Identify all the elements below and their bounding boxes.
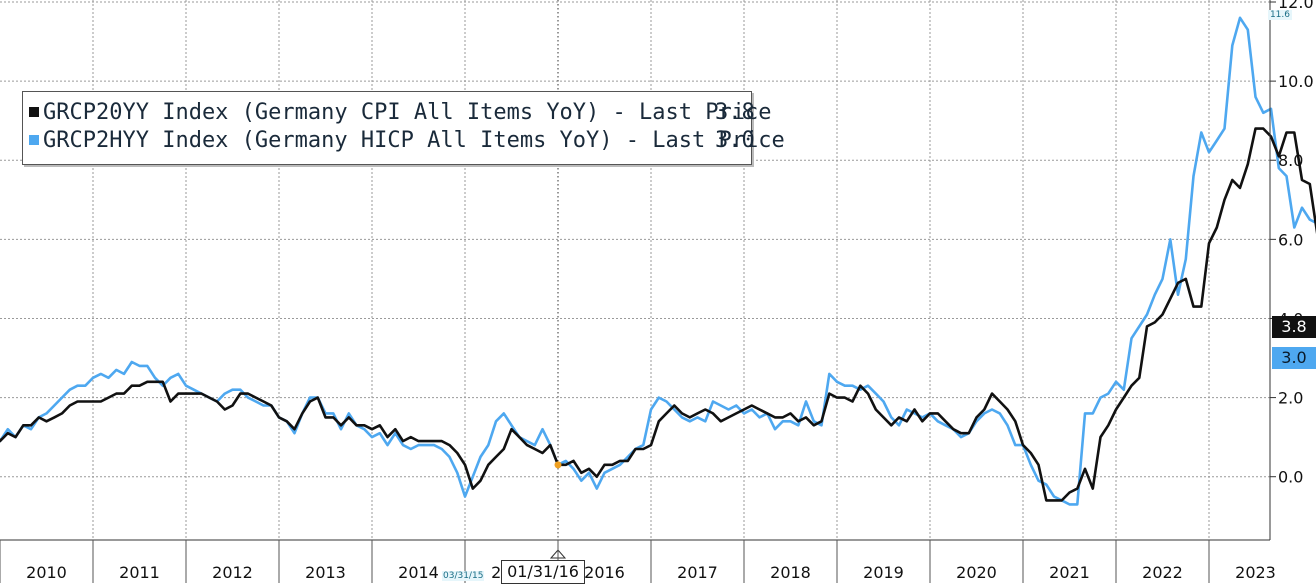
legend: GRCP20YY Index (Germany CPI All Items Yo… — [22, 91, 785, 165]
x-tick-label: 2012 — [212, 563, 253, 582]
series-line-cpi — [0, 127, 1316, 502]
y-tick-label: 2.0 — [1278, 389, 1303, 408]
y-tick-label: 6.0 — [1278, 230, 1303, 249]
x-tick-label: 2023 — [1235, 563, 1276, 582]
y-tick-label: 0.0 — [1278, 468, 1303, 487]
x-tick-label: 2022 — [1142, 563, 1183, 582]
x-tick-label: 2016 — [584, 563, 625, 582]
x-tick-label: 2018 — [770, 563, 811, 582]
legend-label-hicp: GRCP2HYY Index (Germany HICP All Items Y… — [43, 128, 785, 153]
gridlines — [0, 0, 1270, 540]
y-axis: 0.02.04.06.08.010.012.0 — [1269, 0, 1314, 540]
legend-swatch-cpi — [29, 107, 39, 117]
y-tick-label: 12.0 — [1278, 0, 1314, 12]
peak-value-label: 11.6 — [1267, 10, 1292, 20]
legend-value-hicp: 3.0 — [715, 128, 755, 153]
series-layer — [0, 0, 1316, 559]
x-tick-label: 2010 — [26, 563, 67, 582]
x-tick-label: 2011 — [119, 563, 160, 582]
last-price-tag-cpi: 3.8 — [1272, 316, 1316, 338]
cursor-date-label[interactable]: 01/31/16 — [501, 560, 585, 584]
x-tick-label: 2014 — [398, 563, 439, 582]
x-tick-label: 2017 — [677, 563, 718, 582]
cursor-small-date: 03/31/15 — [442, 571, 485, 581]
x-tick-label: 2021 — [1049, 563, 1090, 582]
legend-label-cpi: GRCP20YY Index (Germany CPI All Items Yo… — [43, 100, 772, 125]
legend-swatch-hicp — [29, 135, 39, 145]
y-tick-label: 10.0 — [1278, 72, 1314, 91]
x-tick-label: 2013 — [305, 563, 346, 582]
x-axis: 2010201120122013201420152016201720182019… — [0, 539, 1276, 583]
legend-value-cpi: 3.8 — [715, 100, 755, 125]
last-price-tag-hicp: 3.0 — [1272, 347, 1316, 369]
cursor-point — [554, 461, 562, 469]
x-tick-label: 2019 — [863, 563, 904, 582]
legend-item-cpi: GRCP20YY Index (Germany CPI All Items Yo… — [29, 100, 771, 130]
legend-item-hicp: GRCP2HYY Index (Germany HICP All Items Y… — [29, 128, 785, 158]
y-tick-label: 8.0 — [1278, 151, 1303, 170]
x-tick-label: 2020 — [956, 563, 997, 582]
